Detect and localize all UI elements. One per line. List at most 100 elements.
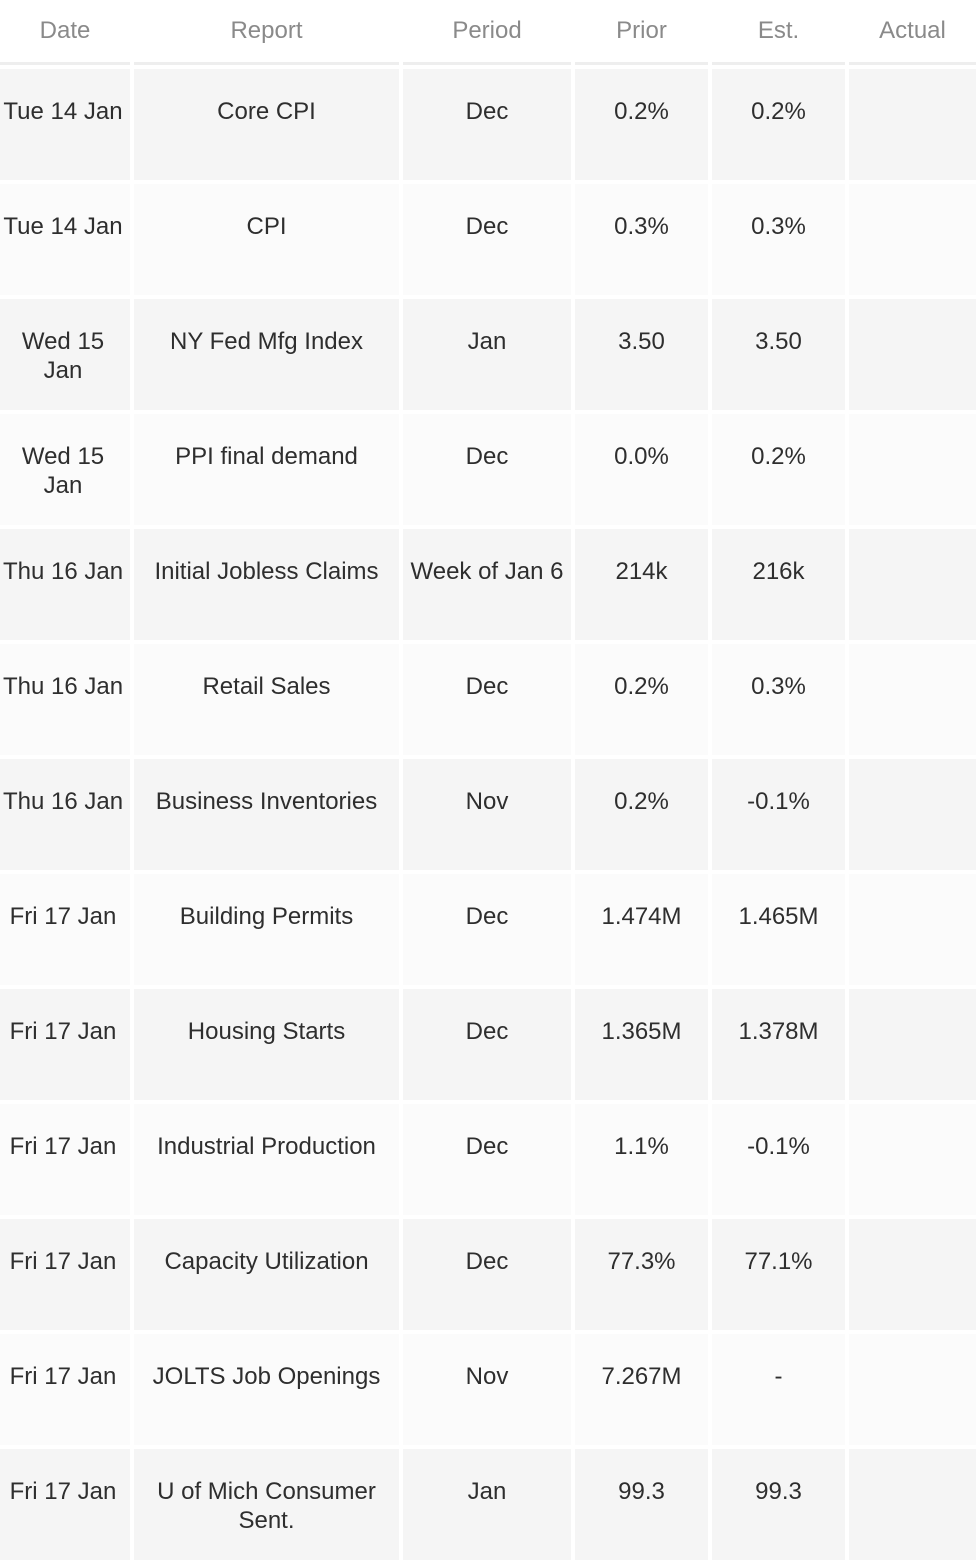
cell-period: Dec xyxy=(403,69,571,180)
cell-period: Dec xyxy=(403,874,571,985)
cell-date: Fri 17 Jan xyxy=(0,874,130,985)
header-actual: Actual xyxy=(849,0,976,65)
table-row: Fri 17 Jan Capacity Utilization Dec 77.3… xyxy=(0,1219,976,1330)
cell-date: Thu 16 Jan xyxy=(0,759,130,870)
cell-est: 0.2% xyxy=(712,69,845,180)
cell-prior: 0.2% xyxy=(575,644,708,755)
table-row: Thu 16 Jan Business Inventories Nov 0.2%… xyxy=(0,759,976,870)
cell-est: 77.1% xyxy=(712,1219,845,1330)
cell-period: Dec xyxy=(403,989,571,1100)
cell-prior: 1.365M xyxy=(575,989,708,1100)
cell-actual xyxy=(849,989,976,1100)
table-row: Thu 16 Jan Retail Sales Dec 0.2% 0.3% xyxy=(0,644,976,755)
cell-period: Dec xyxy=(403,184,571,295)
cell-report: Housing Starts xyxy=(134,989,399,1100)
table-row: Tue 14 Jan Core CPI Dec 0.2% 0.2% xyxy=(0,69,976,180)
cell-prior: 214k xyxy=(575,529,708,640)
cell-report: JOLTS Job Openings xyxy=(134,1334,399,1445)
cell-actual xyxy=(849,874,976,985)
cell-date: Tue 14 Jan xyxy=(0,184,130,295)
cell-est: 3.50 xyxy=(712,299,845,410)
cell-date: Fri 17 Jan xyxy=(0,1334,130,1445)
cell-report: Industrial Production xyxy=(134,1104,399,1215)
table-row: Fri 17 Jan JOLTS Job Openings Nov 7.267M… xyxy=(0,1334,976,1445)
header-period: Period xyxy=(403,0,571,65)
header-report: Report xyxy=(134,0,399,65)
cell-actual xyxy=(849,1219,976,1330)
cell-est: 216k xyxy=(712,529,845,640)
table-body: Tue 14 Jan Core CPI Dec 0.2% 0.2% Tue 14… xyxy=(0,69,976,1560)
cell-actual xyxy=(849,69,976,180)
cell-period: Nov xyxy=(403,759,571,870)
cell-prior: 0.2% xyxy=(575,759,708,870)
cell-actual xyxy=(849,1104,976,1215)
cell-date: Fri 17 Jan xyxy=(0,1219,130,1330)
cell-report: Initial Jobless Claims xyxy=(134,529,399,640)
cell-prior: 0.3% xyxy=(575,184,708,295)
table-row: Fri 17 Jan Housing Starts Dec 1.365M 1.3… xyxy=(0,989,976,1100)
cell-est: 1.378M xyxy=(712,989,845,1100)
header-date: Date xyxy=(0,0,130,65)
cell-prior: 1.1% xyxy=(575,1104,708,1215)
cell-actual xyxy=(849,644,976,755)
cell-date: Wed 15 Jan xyxy=(0,299,130,410)
table-row: Fri 17 Jan Building Permits Dec 1.474M 1… xyxy=(0,874,976,985)
cell-prior: 77.3% xyxy=(575,1219,708,1330)
cell-period: Dec xyxy=(403,644,571,755)
table-row: Wed 15 Jan NY Fed Mfg Index Jan 3.50 3.5… xyxy=(0,299,976,410)
cell-actual xyxy=(849,759,976,870)
cell-est: 0.3% xyxy=(712,644,845,755)
cell-date: Fri 17 Jan xyxy=(0,989,130,1100)
cell-prior: 3.50 xyxy=(575,299,708,410)
cell-report: Retail Sales xyxy=(134,644,399,755)
header-row: Date Report Period Prior Est. Actual xyxy=(0,0,976,65)
cell-date: Thu 16 Jan xyxy=(0,529,130,640)
cell-actual xyxy=(849,1334,976,1445)
cell-date: Fri 17 Jan xyxy=(0,1449,130,1560)
cell-est: -0.1% xyxy=(712,1104,845,1215)
cell-report: Building Permits xyxy=(134,874,399,985)
table-header: Date Report Period Prior Est. Actual xyxy=(0,0,976,65)
cell-report: PPI final demand xyxy=(134,414,399,525)
cell-period: Jan xyxy=(403,1449,571,1560)
cell-prior: 7.267M xyxy=(575,1334,708,1445)
cell-period: Nov xyxy=(403,1334,571,1445)
cell-prior: 0.0% xyxy=(575,414,708,525)
cell-actual xyxy=(849,414,976,525)
cell-period: Week of Jan 6 xyxy=(403,529,571,640)
cell-actual xyxy=(849,1449,976,1560)
cell-date: Wed 15 Jan xyxy=(0,414,130,525)
cell-period: Dec xyxy=(403,414,571,525)
header-prior: Prior xyxy=(575,0,708,65)
cell-actual xyxy=(849,299,976,410)
cell-date: Tue 14 Jan xyxy=(0,69,130,180)
cell-est: 1.465M xyxy=(712,874,845,985)
cell-actual xyxy=(849,529,976,640)
cell-period: Jan xyxy=(403,299,571,410)
cell-period: Dec xyxy=(403,1104,571,1215)
cell-report: Capacity Utilization xyxy=(134,1219,399,1330)
header-est: Est. xyxy=(712,0,845,65)
cell-est: - xyxy=(712,1334,845,1445)
cell-prior: 1.474M xyxy=(575,874,708,985)
cell-date: Fri 17 Jan xyxy=(0,1104,130,1215)
table-row: Thu 16 Jan Initial Jobless Claims Week o… xyxy=(0,529,976,640)
table-row: Wed 15 Jan PPI final demand Dec 0.0% 0.2… xyxy=(0,414,976,525)
cell-actual xyxy=(849,184,976,295)
cell-report: Business Inventories xyxy=(134,759,399,870)
cell-est: 0.2% xyxy=(712,414,845,525)
table-row: Tue 14 Jan CPI Dec 0.3% 0.3% xyxy=(0,184,976,295)
cell-report: CPI xyxy=(134,184,399,295)
cell-est: -0.1% xyxy=(712,759,845,870)
cell-prior: 99.3 xyxy=(575,1449,708,1560)
cell-est: 99.3 xyxy=(712,1449,845,1560)
table-row: Fri 17 Jan U of Mich Consumer Sent. Jan … xyxy=(0,1449,976,1560)
cell-est: 0.3% xyxy=(712,184,845,295)
cell-date: Thu 16 Jan xyxy=(0,644,130,755)
cell-report: Core CPI xyxy=(134,69,399,180)
cell-prior: 0.2% xyxy=(575,69,708,180)
cell-period: Dec xyxy=(403,1219,571,1330)
cell-report: U of Mich Consumer Sent. xyxy=(134,1449,399,1560)
table-row: Fri 17 Jan Industrial Production Dec 1.1… xyxy=(0,1104,976,1215)
